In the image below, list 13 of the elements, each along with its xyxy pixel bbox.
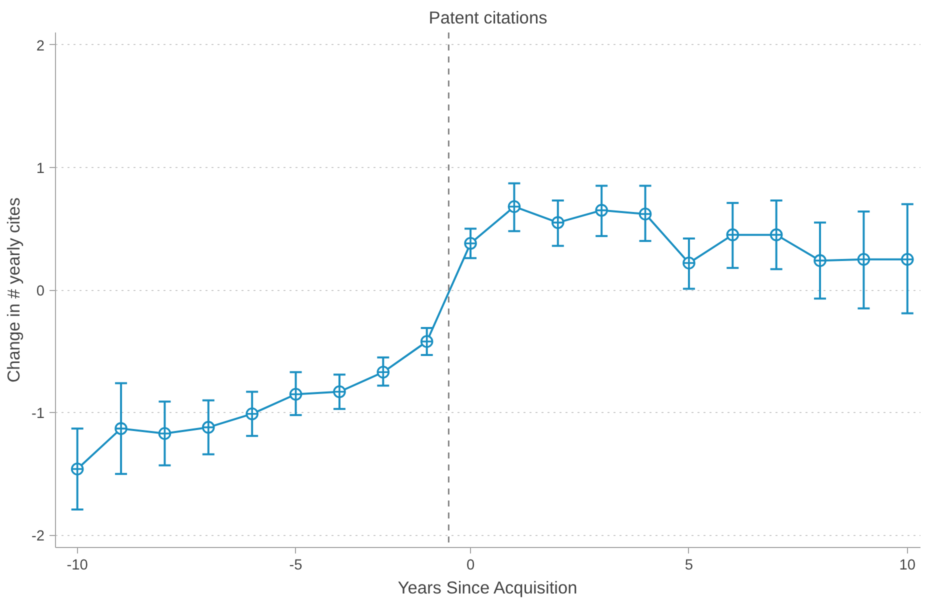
y-tick-label: 0 — [36, 284, 45, 300]
x-axis-title: Years Since Acquisition — [398, 578, 578, 598]
chart-title: Patent citations — [428, 8, 548, 28]
y-tick-label: 1 — [36, 160, 45, 177]
y-tick-label: 2 — [36, 38, 45, 54]
x-tick-label: 10 — [899, 558, 916, 574]
x-tick-label: -10 — [66, 558, 88, 574]
y-tick-label: -1 — [31, 406, 45, 422]
x-tick-label: -5 — [289, 558, 302, 574]
y-tick-label: -2 — [31, 528, 45, 545]
x-tick-label: 0 — [466, 558, 475, 574]
y-axis-title: Change in # yearly cites — [3, 197, 24, 382]
x-tick-label: 5 — [684, 558, 694, 574]
